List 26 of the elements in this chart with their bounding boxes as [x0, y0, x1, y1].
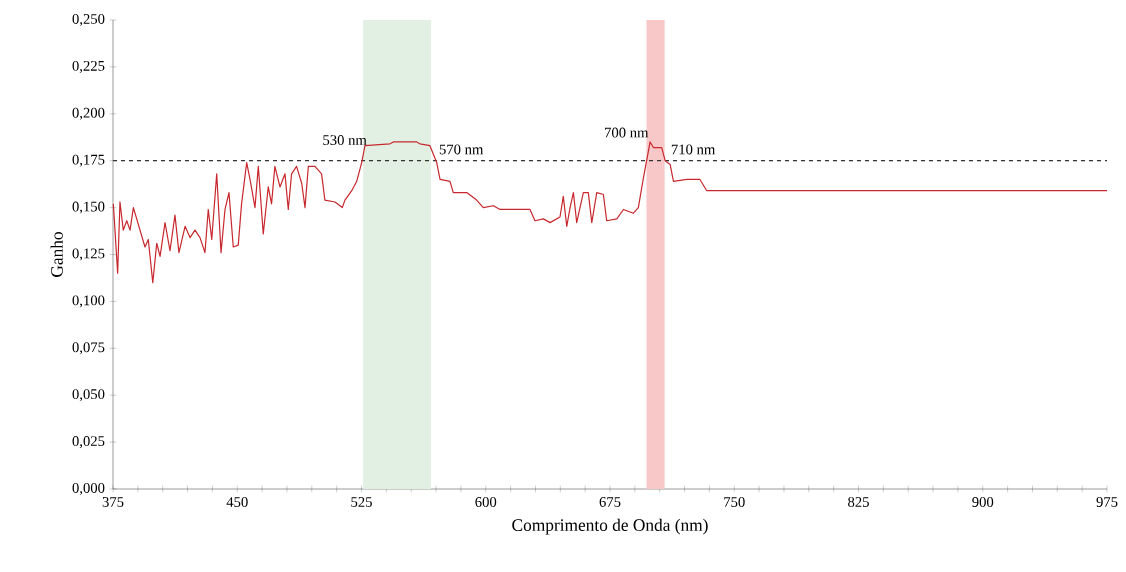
y-axis-title: Ganho — [50, 232, 63, 277]
annotation: 710 nm — [671, 144, 716, 155]
x-axis-title: Comprimento de Onda (nm) — [512, 518, 708, 535]
y-tick-label: 0,250 — [72, 14, 105, 27]
x-tick-label: 675 — [599, 497, 621, 507]
y-tick-label: 0,200 — [72, 107, 105, 120]
x-tick-label: 375 — [102, 497, 124, 507]
y-tick-label: 0,175 — [72, 154, 105, 167]
y-tick-label: 0,150 — [72, 201, 105, 214]
annotation: 570 nm — [439, 144, 484, 155]
y-tick-label: 0,125 — [72, 248, 105, 261]
x-tick-label: 600 — [475, 497, 497, 507]
annotation: 700 nm — [605, 127, 649, 138]
x-tick-label: 975 — [1096, 497, 1118, 507]
y-tick-label: 0,075 — [72, 342, 105, 355]
y-tick-label: 0,100 — [72, 295, 105, 308]
x-tick-label: 900 — [972, 497, 994, 507]
y-tick-label: 0,025 — [72, 436, 105, 449]
x-tick-label: 525 — [351, 497, 372, 507]
y-tick-label: 0,050 — [72, 389, 105, 402]
x-tick-label: 750 — [724, 497, 745, 507]
annotation: 530 nm — [323, 135, 367, 146]
x-tick-label: 450 — [226, 497, 248, 507]
y-tick-label: 0,000 — [72, 483, 105, 496]
x-tick-label: 825 — [848, 497, 869, 507]
y-tick-label: 0,225 — [72, 60, 105, 73]
